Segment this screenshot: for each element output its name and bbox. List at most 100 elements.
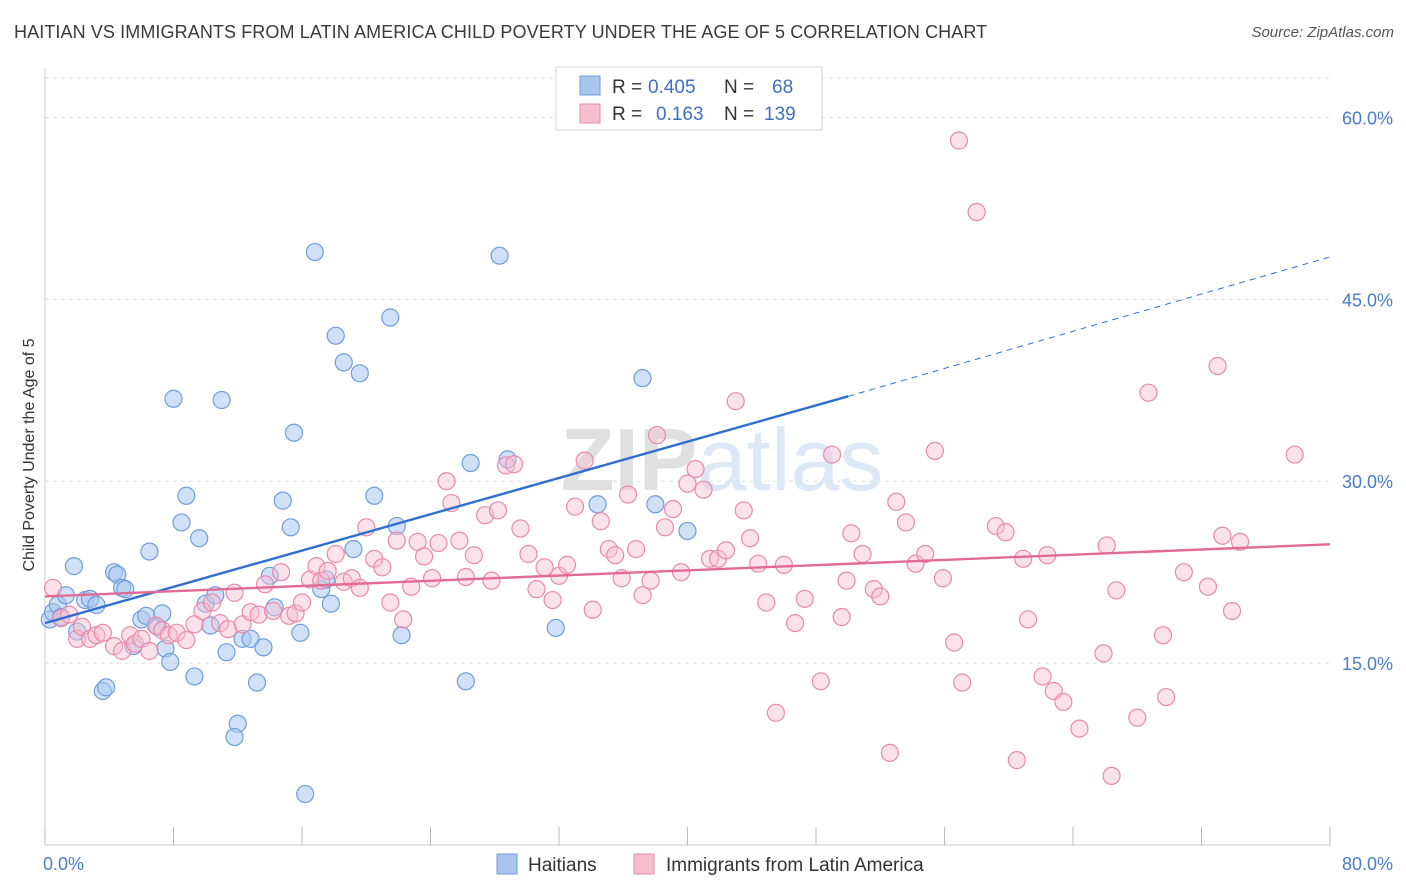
y-axis-title: Child Poverty Under the Age of 5 xyxy=(21,338,38,571)
latam-point xyxy=(837,571,856,590)
latam-point xyxy=(641,571,660,590)
latam-point xyxy=(1230,532,1250,551)
haitians-trend-line xyxy=(44,395,849,625)
latam-point xyxy=(1174,563,1193,582)
latam-point xyxy=(292,593,312,612)
latam-point xyxy=(953,673,972,692)
latam-point xyxy=(1285,445,1304,464)
latam-point xyxy=(527,580,546,599)
latam-point xyxy=(896,513,916,532)
haitian-point xyxy=(273,491,292,510)
latam-point xyxy=(565,497,585,516)
haitian-point xyxy=(678,521,697,541)
haitian-point xyxy=(161,652,180,671)
latam-point xyxy=(1213,526,1232,545)
latam-point xyxy=(795,589,814,608)
haitian-point xyxy=(326,326,345,345)
latam-point xyxy=(887,492,906,511)
haitian-point xyxy=(190,529,209,548)
haitian-point xyxy=(365,486,384,505)
latam-point xyxy=(68,629,87,648)
x-tick-label-min: 0.0% xyxy=(43,854,84,874)
haitian-point xyxy=(140,542,159,561)
haitians-bottom-swatch xyxy=(496,853,518,875)
latam-point xyxy=(945,633,964,652)
latam-point xyxy=(1107,581,1126,600)
latam-point xyxy=(986,516,1006,536)
latam-point xyxy=(456,567,475,587)
latam-point xyxy=(678,474,697,493)
latam-point xyxy=(633,586,652,605)
haitians-points xyxy=(40,242,697,804)
haitians-legend-swatch xyxy=(579,75,601,96)
latam-point xyxy=(394,610,413,629)
legend-r-label-2: R = xyxy=(612,104,642,125)
latam-point xyxy=(906,554,925,573)
chart-title: HAITIAN VS IMMIGRANTS FROM LATIN AMERICA… xyxy=(14,22,988,42)
latam-point xyxy=(1018,610,1038,629)
latam-point xyxy=(219,620,238,639)
latam-point xyxy=(43,578,63,598)
latam-point xyxy=(167,623,186,642)
latam-point xyxy=(202,593,222,612)
y-tick-label: 60.0% xyxy=(1342,108,1393,128)
latam-point xyxy=(626,540,646,559)
haitian-point xyxy=(96,678,116,697)
haitians-legend-label: Haitians xyxy=(528,855,597,876)
latam-point xyxy=(694,480,713,499)
haitian-point xyxy=(212,390,231,410)
haitian-point xyxy=(350,364,369,383)
latam-point xyxy=(1157,687,1176,707)
latam-point xyxy=(1198,577,1218,596)
legend-r-value-1: 0.405 xyxy=(648,77,696,98)
latam-point xyxy=(1128,708,1147,727)
haitian-point xyxy=(546,618,565,638)
legend-n-value-1: 68 xyxy=(772,77,793,98)
latam-point xyxy=(734,501,753,520)
haitians-trend-extension xyxy=(847,256,1331,397)
latam-point xyxy=(511,519,530,538)
latam-bottom-swatch xyxy=(633,853,655,875)
latam-point xyxy=(1208,356,1227,376)
legend-r-value-2: 0.163 xyxy=(656,104,704,125)
latam-point xyxy=(842,524,861,543)
haitian-point xyxy=(116,580,135,599)
latam-point xyxy=(880,743,899,762)
latam-point xyxy=(326,544,345,564)
latam-point xyxy=(575,451,594,470)
latam-point xyxy=(686,459,705,479)
haitian-point xyxy=(456,672,475,691)
latam-point xyxy=(716,541,736,560)
latam-point xyxy=(1070,719,1089,738)
haitian-point xyxy=(392,626,411,645)
latam-point xyxy=(916,544,935,564)
haitian-point xyxy=(305,242,324,262)
latam-point xyxy=(450,531,469,550)
latam-point xyxy=(1007,751,1026,770)
latam-legend-swatch xyxy=(579,103,601,124)
latam-point xyxy=(482,571,501,590)
latam-point xyxy=(786,613,805,633)
haitian-point xyxy=(185,667,204,686)
latam-point xyxy=(606,546,625,565)
latam-point xyxy=(272,563,291,582)
correlation-legend: R = 0.405 N = 68 R = 0.163 N = 139 xyxy=(555,66,823,131)
latam-point xyxy=(1139,383,1158,402)
haitian-point xyxy=(633,369,652,388)
haitian-point xyxy=(260,566,279,585)
latam-point xyxy=(423,569,442,588)
latam-point xyxy=(543,590,562,610)
latam-point xyxy=(583,600,602,619)
latam-point xyxy=(307,557,326,576)
latam-point xyxy=(437,472,456,491)
latam-point xyxy=(286,604,305,623)
latam-point xyxy=(925,441,944,461)
latam-point xyxy=(757,593,776,612)
latam-point xyxy=(488,501,508,520)
latam-point xyxy=(93,623,112,642)
latam-point xyxy=(381,593,400,612)
latam-point xyxy=(263,601,283,621)
latam-point xyxy=(591,512,610,531)
latam-point xyxy=(464,546,483,565)
latam-point xyxy=(373,558,392,577)
